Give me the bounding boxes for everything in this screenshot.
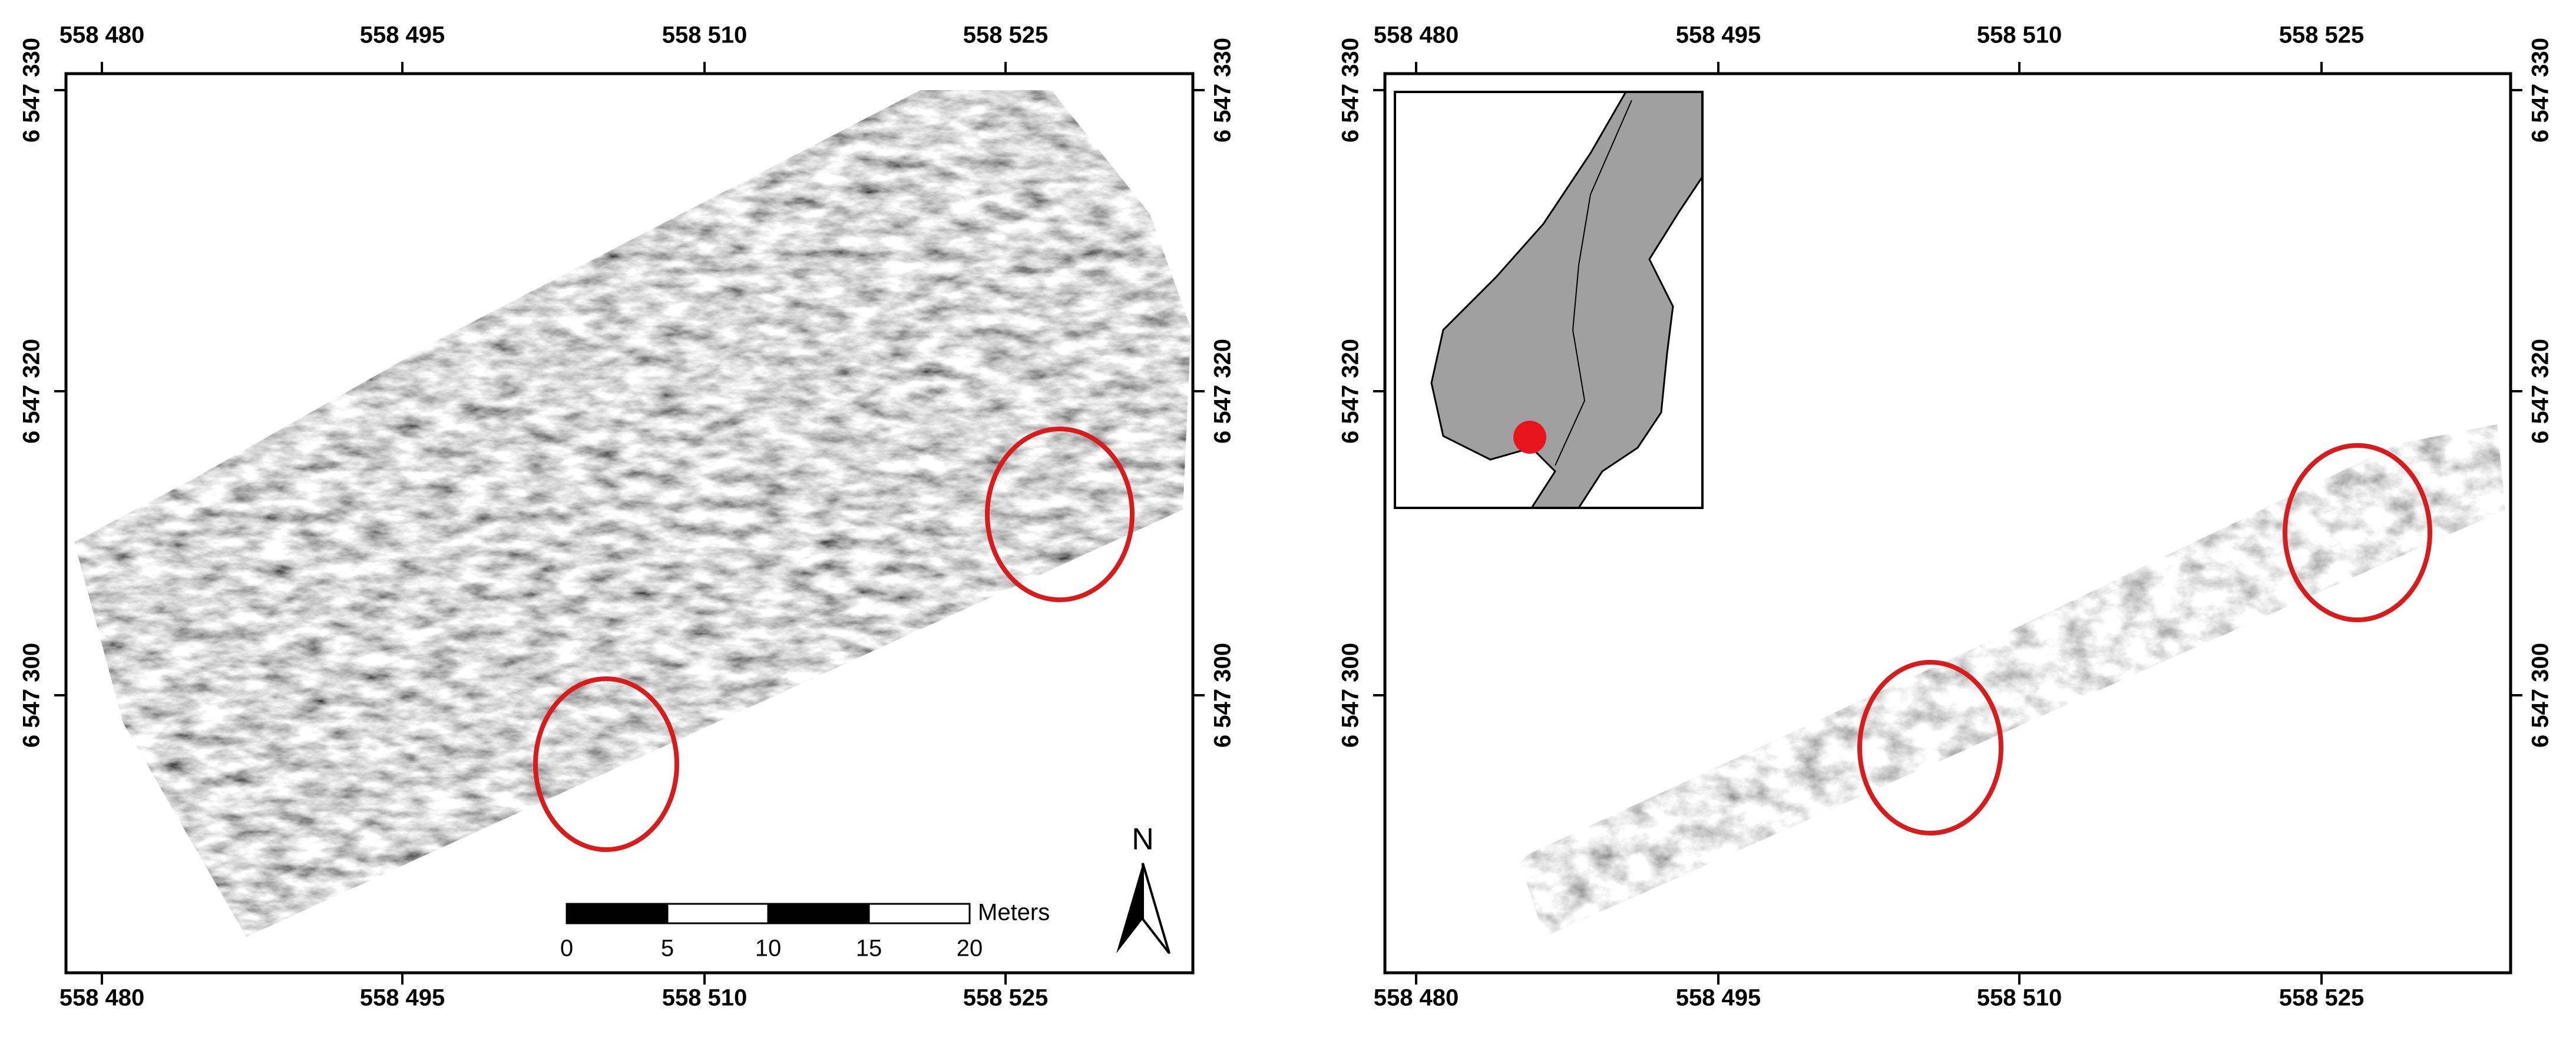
x-tick-label: 558 480: [1374, 985, 1459, 1011]
scale-label: 5: [661, 936, 674, 962]
scale-label: 10: [755, 936, 782, 962]
highlight-ellipse: [1857, 660, 2003, 835]
x-tick-label: 558 510: [1977, 22, 2062, 48]
y-tick-label: 6 547 300: [19, 643, 45, 748]
scale-label: 0: [560, 936, 573, 962]
x-tick-label: 558 525: [2279, 22, 2365, 48]
y-tick-label: 6 547 300: [1210, 643, 1236, 748]
y-tick-label: 6 547 330: [1338, 38, 1364, 143]
north-arrow: [1142, 863, 1170, 955]
scale-label: 15: [856, 936, 882, 962]
x-tick-label: 558 510: [1977, 985, 2062, 1011]
y-tick-label: 6 547 300: [1338, 643, 1364, 748]
x-tick-label: 558 510: [662, 985, 748, 1011]
y-tick-label: 6 547 330: [19, 38, 45, 143]
highlight-ellipse: [533, 676, 679, 852]
x-tick-label: 558 525: [963, 985, 1049, 1011]
y-tick-label: 6 547 320: [1210, 339, 1236, 444]
north-arrow: [1116, 863, 1143, 953]
y-tick-label: 6 547 320: [2528, 339, 2554, 444]
x-tick-label: 558 480: [59, 985, 145, 1011]
y-tick-label: 6 547 330: [1210, 38, 1236, 143]
x-tick-label: 558 495: [360, 985, 445, 1011]
y-tick-label: 6 547 320: [19, 339, 45, 444]
x-tick-label: 558 525: [2279, 985, 2365, 1011]
x-tick-label: 558 480: [1374, 22, 1459, 48]
y-tick-label: 6 547 330: [2528, 38, 2554, 143]
x-tick-label: 558 495: [1676, 985, 1761, 1011]
x-tick-label: 558 525: [963, 22, 1049, 48]
y-tick-label: 6 547 300: [2528, 643, 2554, 748]
x-tick-label: 558 495: [360, 22, 445, 48]
scale-label: 20: [957, 936, 983, 962]
x-tick-label: 558 480: [59, 22, 145, 48]
y-tick-label: 6 547 320: [1338, 339, 1364, 444]
north-label: N: [1132, 823, 1154, 857]
x-tick-label: 558 510: [662, 22, 748, 48]
highlight-ellipse: [985, 427, 1135, 602]
inset-map: [1394, 91, 1704, 509]
scale-bar: [566, 903, 971, 924]
scale-unit: Meters: [978, 900, 1050, 926]
highlight-ellipse: [2283, 443, 2432, 622]
x-tick-label: 558 495: [1676, 22, 1761, 48]
